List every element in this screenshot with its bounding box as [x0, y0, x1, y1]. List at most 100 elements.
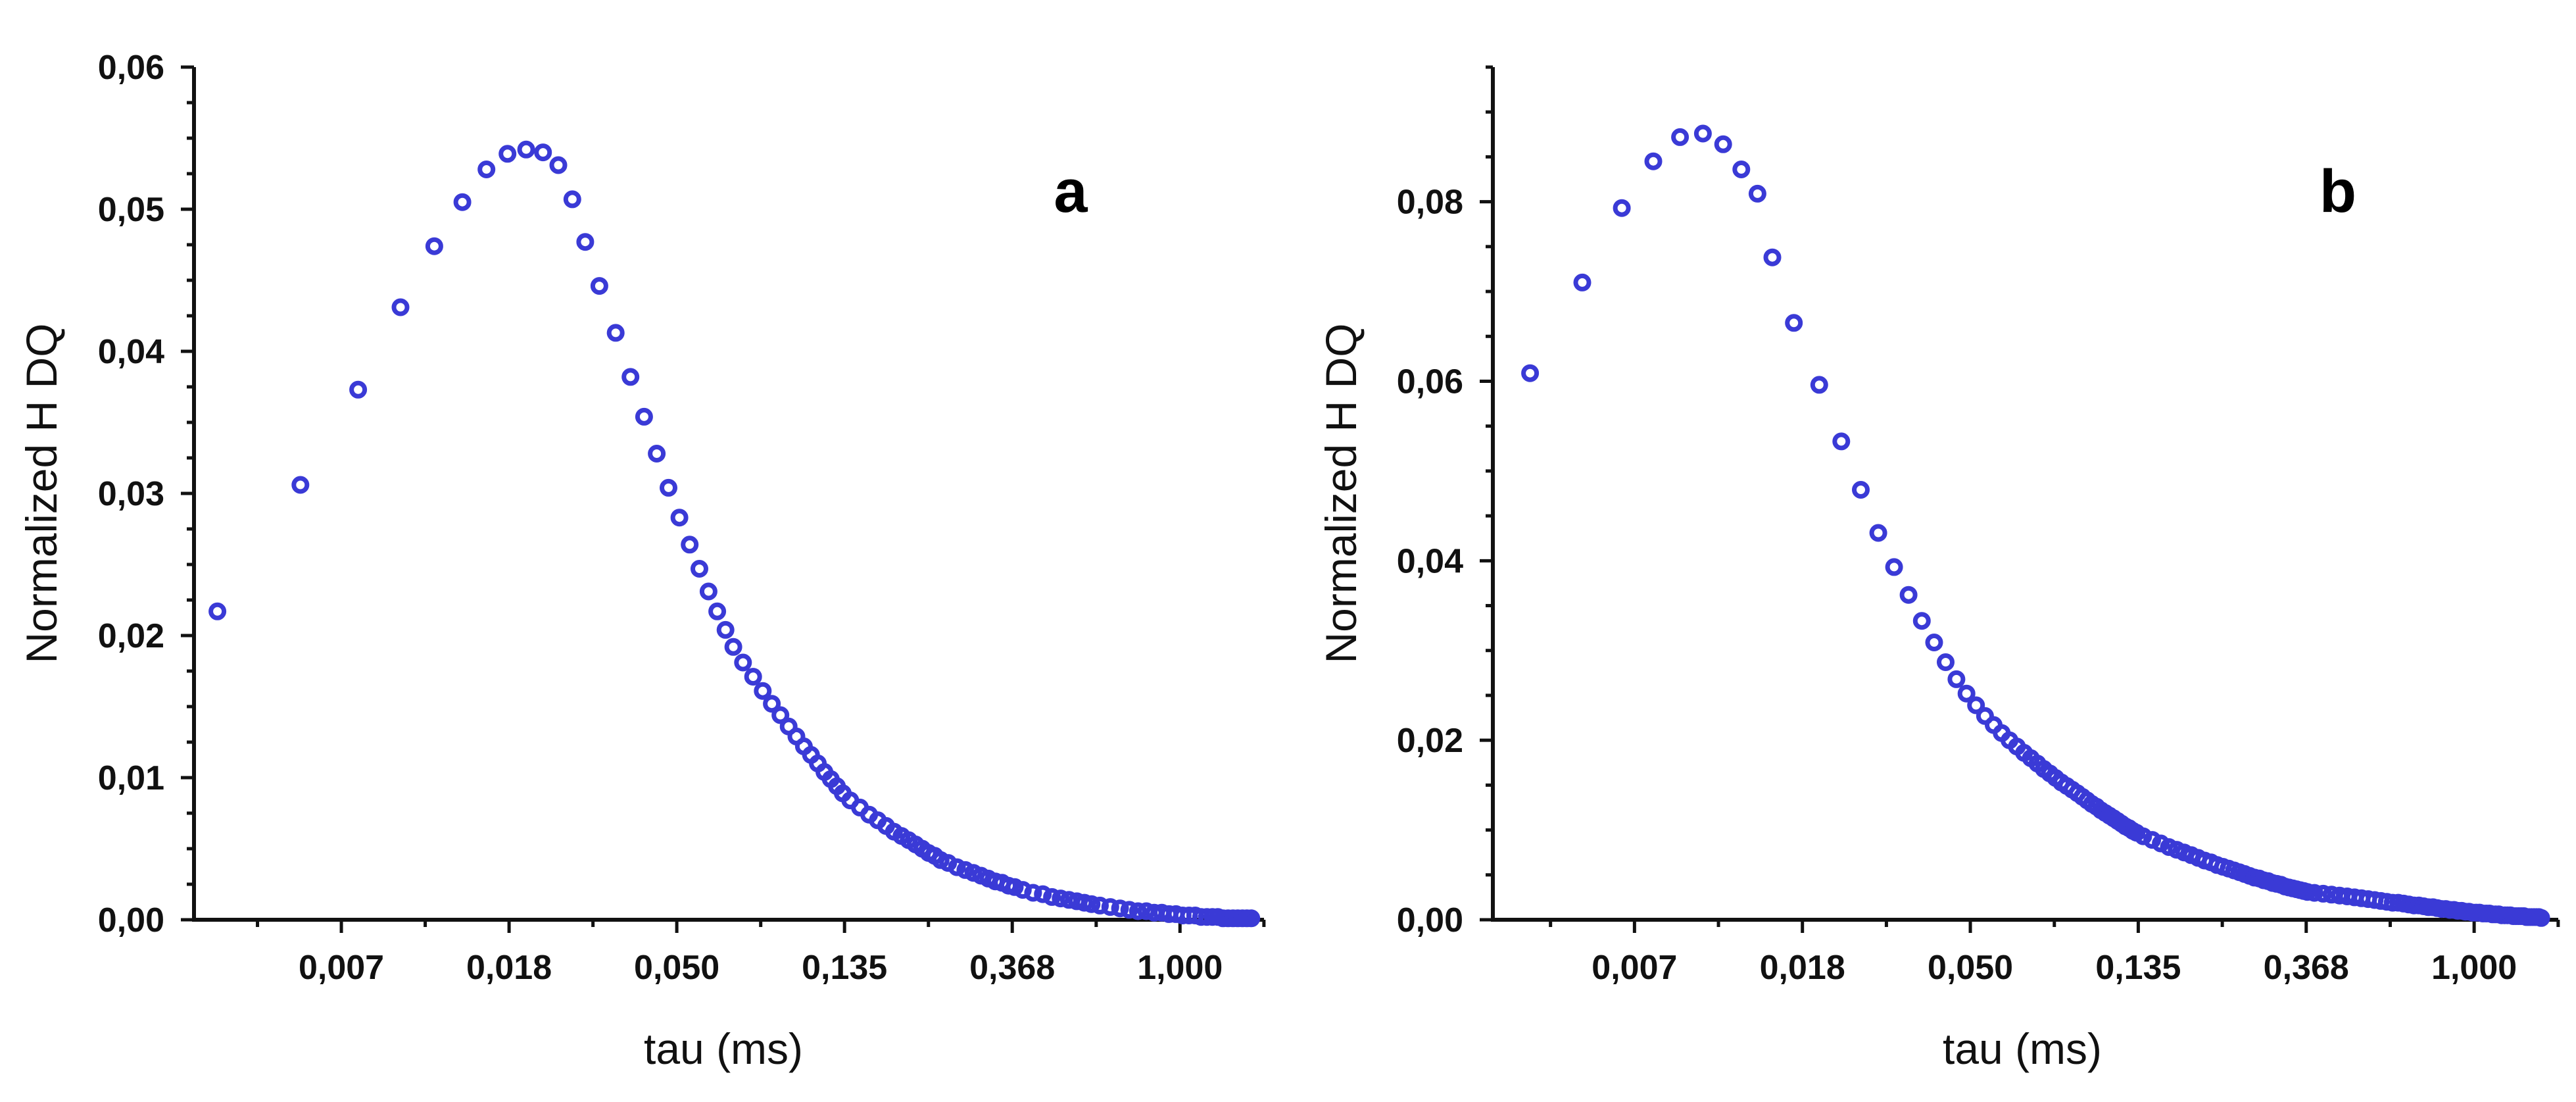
data-point	[1129, 902, 1147, 920]
data-point	[1613, 199, 1631, 217]
data-point	[681, 536, 699, 554]
data-point	[1111, 899, 1129, 918]
data-point	[699, 582, 717, 601]
data-point	[708, 602, 727, 620]
data-point	[1732, 161, 1751, 178]
data-point	[1852, 481, 1870, 499]
data-point	[517, 140, 535, 159]
y-tick-label: 0,00	[98, 901, 164, 939]
data-point	[1521, 364, 1540, 382]
panel-a: 0,000,010,020,030,040,050,06 0,007 0,018 0…	[17, 49, 1266, 1073]
data-point	[621, 368, 640, 386]
data-point	[1785, 314, 1803, 332]
y-tick-label: 0,06	[98, 49, 164, 87]
data-point	[1075, 893, 1094, 912]
data-point	[1925, 634, 1943, 651]
data-point	[1957, 684, 1976, 703]
data-point	[1644, 152, 1663, 170]
data-point	[549, 156, 568, 174]
data-point	[1242, 909, 1261, 928]
data-point	[1937, 653, 1955, 671]
x-tick-label: 0,007	[1592, 949, 1677, 987]
panel-label: a	[1054, 158, 1088, 225]
data-point	[1024, 884, 1042, 902]
data-point	[648, 445, 666, 463]
x-tick-label: 0,050	[634, 949, 719, 987]
y-tick-label: 0,08	[1397, 184, 1463, 222]
data-point	[2298, 883, 2316, 901]
data-points	[1521, 124, 2550, 927]
y-tick-label: 0,05	[98, 191, 164, 229]
y-tick-label: 0,02	[98, 617, 164, 655]
data-point	[1714, 135, 1732, 153]
y-tick-label: 0,01	[98, 759, 164, 797]
data-point	[763, 695, 781, 713]
major-ticks	[1480, 200, 2476, 933]
x-tick-label: 0,135	[2095, 949, 2181, 987]
data-point	[208, 602, 227, 620]
data-point	[2143, 831, 2162, 849]
y-axis-title: Normalized H DQ	[17, 323, 66, 663]
data-point	[2305, 884, 2323, 902]
data-point	[1912, 612, 1931, 630]
data-point	[1082, 895, 1101, 913]
data-point	[1091, 896, 1109, 914]
data-point	[2322, 886, 2341, 904]
data-point	[477, 161, 496, 178]
data-point	[691, 560, 708, 578]
data-point	[771, 706, 790, 724]
data-point	[635, 407, 653, 426]
x-tick-label: 0,007	[299, 949, 384, 987]
panel-b: 0,00 0,02 0,04 0,06 0,08 0,007 0,018 0,050 0,13…	[1317, 65, 2560, 1073]
data-point	[1671, 128, 1689, 146]
data-point	[563, 190, 581, 209]
y-axis-title: Normalized H DQ	[1317, 323, 1365, 663]
y-tick-label: 0,06	[1397, 363, 1463, 401]
data-point	[716, 620, 735, 639]
x-tick-labels: 0,007 0,018 0,050 0,135 0,368 1,000	[299, 949, 1223, 987]
data-point	[498, 145, 517, 163]
x-tick-label: 0,018	[466, 949, 552, 987]
data-point	[1885, 558, 1903, 576]
data-point	[1810, 376, 1828, 394]
x-tick-label: 0,018	[1760, 949, 1845, 987]
data-point	[1137, 902, 1155, 920]
data-point	[391, 298, 410, 316]
y-tick-label: 0,02	[1397, 722, 1463, 760]
data-point	[1573, 273, 1592, 291]
x-tick-label: 0,050	[1928, 949, 2013, 987]
data-point	[1748, 184, 1766, 203]
data-point	[1101, 898, 1119, 916]
data-point	[1869, 524, 1887, 542]
x-tick-label: 0,135	[802, 949, 887, 987]
data-point	[1693, 124, 1712, 143]
data-point	[1976, 707, 1994, 725]
x-tick-label: 1,000	[2431, 949, 2517, 987]
data-point	[724, 638, 742, 656]
y-tick-label: 0,04	[1397, 542, 1463, 580]
data-point	[1899, 586, 1918, 604]
panel-label: b	[2320, 158, 2356, 225]
data-point	[291, 476, 310, 494]
data-point	[576, 233, 595, 251]
data-point	[734, 653, 752, 672]
data-point	[1947, 670, 1966, 688]
data-point	[1967, 696, 1985, 714]
data-point	[1006, 878, 1024, 896]
data-point	[754, 682, 772, 700]
data-point	[1043, 888, 1061, 906]
data-point	[1059, 891, 1078, 909]
data-point	[534, 143, 552, 162]
data-point	[1052, 889, 1070, 908]
x-axis-title: tau (ms)	[644, 1024, 803, 1073]
data-point	[1034, 885, 1052, 903]
data-point	[590, 277, 608, 295]
data-point	[1832, 432, 1851, 451]
major-ticks	[181, 65, 1182, 933]
data-points	[208, 140, 1261, 928]
data-point	[1120, 901, 1138, 919]
data-point	[453, 193, 472, 211]
data-point	[2314, 884, 2333, 903]
y-tick-label: 0,03	[98, 475, 164, 513]
x-tick-label: 0,368	[2264, 949, 2349, 987]
